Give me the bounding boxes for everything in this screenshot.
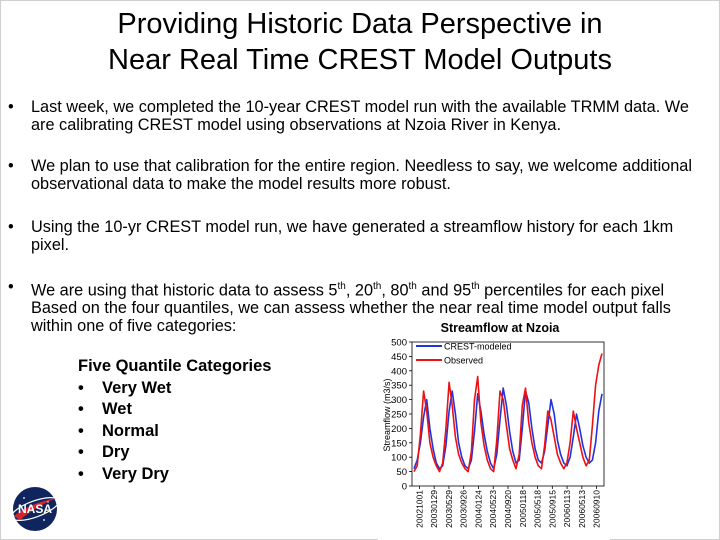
y-tick-label: 150: [391, 438, 407, 449]
y-tick-label: 350: [391, 381, 407, 392]
x-tick-label: 20021001: [414, 490, 424, 528]
x-tick-label: 20060513: [577, 490, 587, 528]
bullet-dot: •: [8, 157, 14, 175]
bullet-dot: •: [8, 278, 14, 296]
bullet-text: Last week, we completed the 10-year CRES…: [31, 98, 689, 134]
y-tick-label: 250: [391, 410, 407, 421]
x-axis: 20021001 20030129 20030529 20030926 20040124…: [414, 486, 602, 528]
y-tick-label: 500: [391, 338, 407, 349]
chart-legend: CREST-modeled Observed: [416, 342, 512, 366]
chart-title: Streamflow at Nzoia: [441, 321, 561, 335]
y-tick-label: 200: [391, 424, 407, 435]
nasa-logo-text: NASA: [18, 502, 52, 516]
bullet-text: We are using that historic data to asses…: [31, 281, 671, 336]
streamflow-chart: Streamflow at Nzoia Streamflow (m3/s) 0 5…: [378, 320, 610, 540]
y-tick-label: 450: [391, 352, 407, 363]
x-tick-label: 20060910: [592, 490, 602, 528]
quantile-categories: Five Quantile Categories • Very Wet • Wet …: [78, 356, 271, 485]
x-tick-label: 20050118: [518, 490, 528, 527]
series-line-observed: [413, 353, 603, 473]
legend-entry: CREST-modeled: [444, 342, 512, 352]
y-tick-label: 100: [391, 453, 407, 464]
title-line-1: Providing Historic Data Perspective in: [117, 8, 603, 40]
nasa-logo-icon: NASA: [10, 487, 60, 531]
y-tick-label: 300: [391, 395, 407, 406]
bullet-dot: •: [8, 98, 14, 116]
plot-area: [411, 341, 605, 487]
bullet-text: We plan to use that calibration for the …: [31, 157, 692, 193]
chart-ylabel: Streamflow (m3/s): [382, 378, 392, 451]
x-tick-label: 20040124: [473, 490, 483, 528]
title-line-2: Near Real Time CREST Model Outputs: [108, 44, 612, 76]
quantile-item-wet: • Wet: [78, 400, 132, 418]
y-tick-label: 50: [396, 467, 407, 478]
bullet-dot: •: [8, 218, 14, 236]
legend-entry: Observed: [444, 356, 483, 366]
quantile-heading: Five Quantile Categories: [78, 357, 272, 375]
y-axis: 0 50 100 150 200 250 300 350 400 450 500: [391, 338, 412, 493]
y-tick-label: 400: [391, 366, 407, 377]
y-tick-label: 0: [402, 482, 407, 493]
bullet-text: Using the 10-yr CREST model run, we have…: [31, 218, 674, 254]
x-tick-label: 20030529: [444, 490, 454, 528]
quantile-item-very-dry: • Very Dry: [78, 464, 169, 483]
quantile-item-dry: • Dry: [78, 443, 130, 461]
x-tick-label: 20050518: [533, 490, 543, 528]
x-tick-label: 20040920: [503, 490, 513, 528]
series-line-crest-modeled: [413, 387, 603, 470]
x-tick-label: 20040523: [488, 490, 498, 528]
x-tick-label: 20030926: [459, 490, 469, 528]
quantile-item-very-wet: • Very Wet: [78, 378, 172, 397]
quantile-item-normal: • Normal: [78, 421, 159, 440]
slide-title: Providing Historic Data Perspective in N…: [40, 6, 680, 78]
x-tick-label: 20060113: [562, 490, 572, 527]
x-tick-label: 20030129: [429, 490, 439, 528]
x-tick-label: 20050915: [547, 490, 557, 528]
